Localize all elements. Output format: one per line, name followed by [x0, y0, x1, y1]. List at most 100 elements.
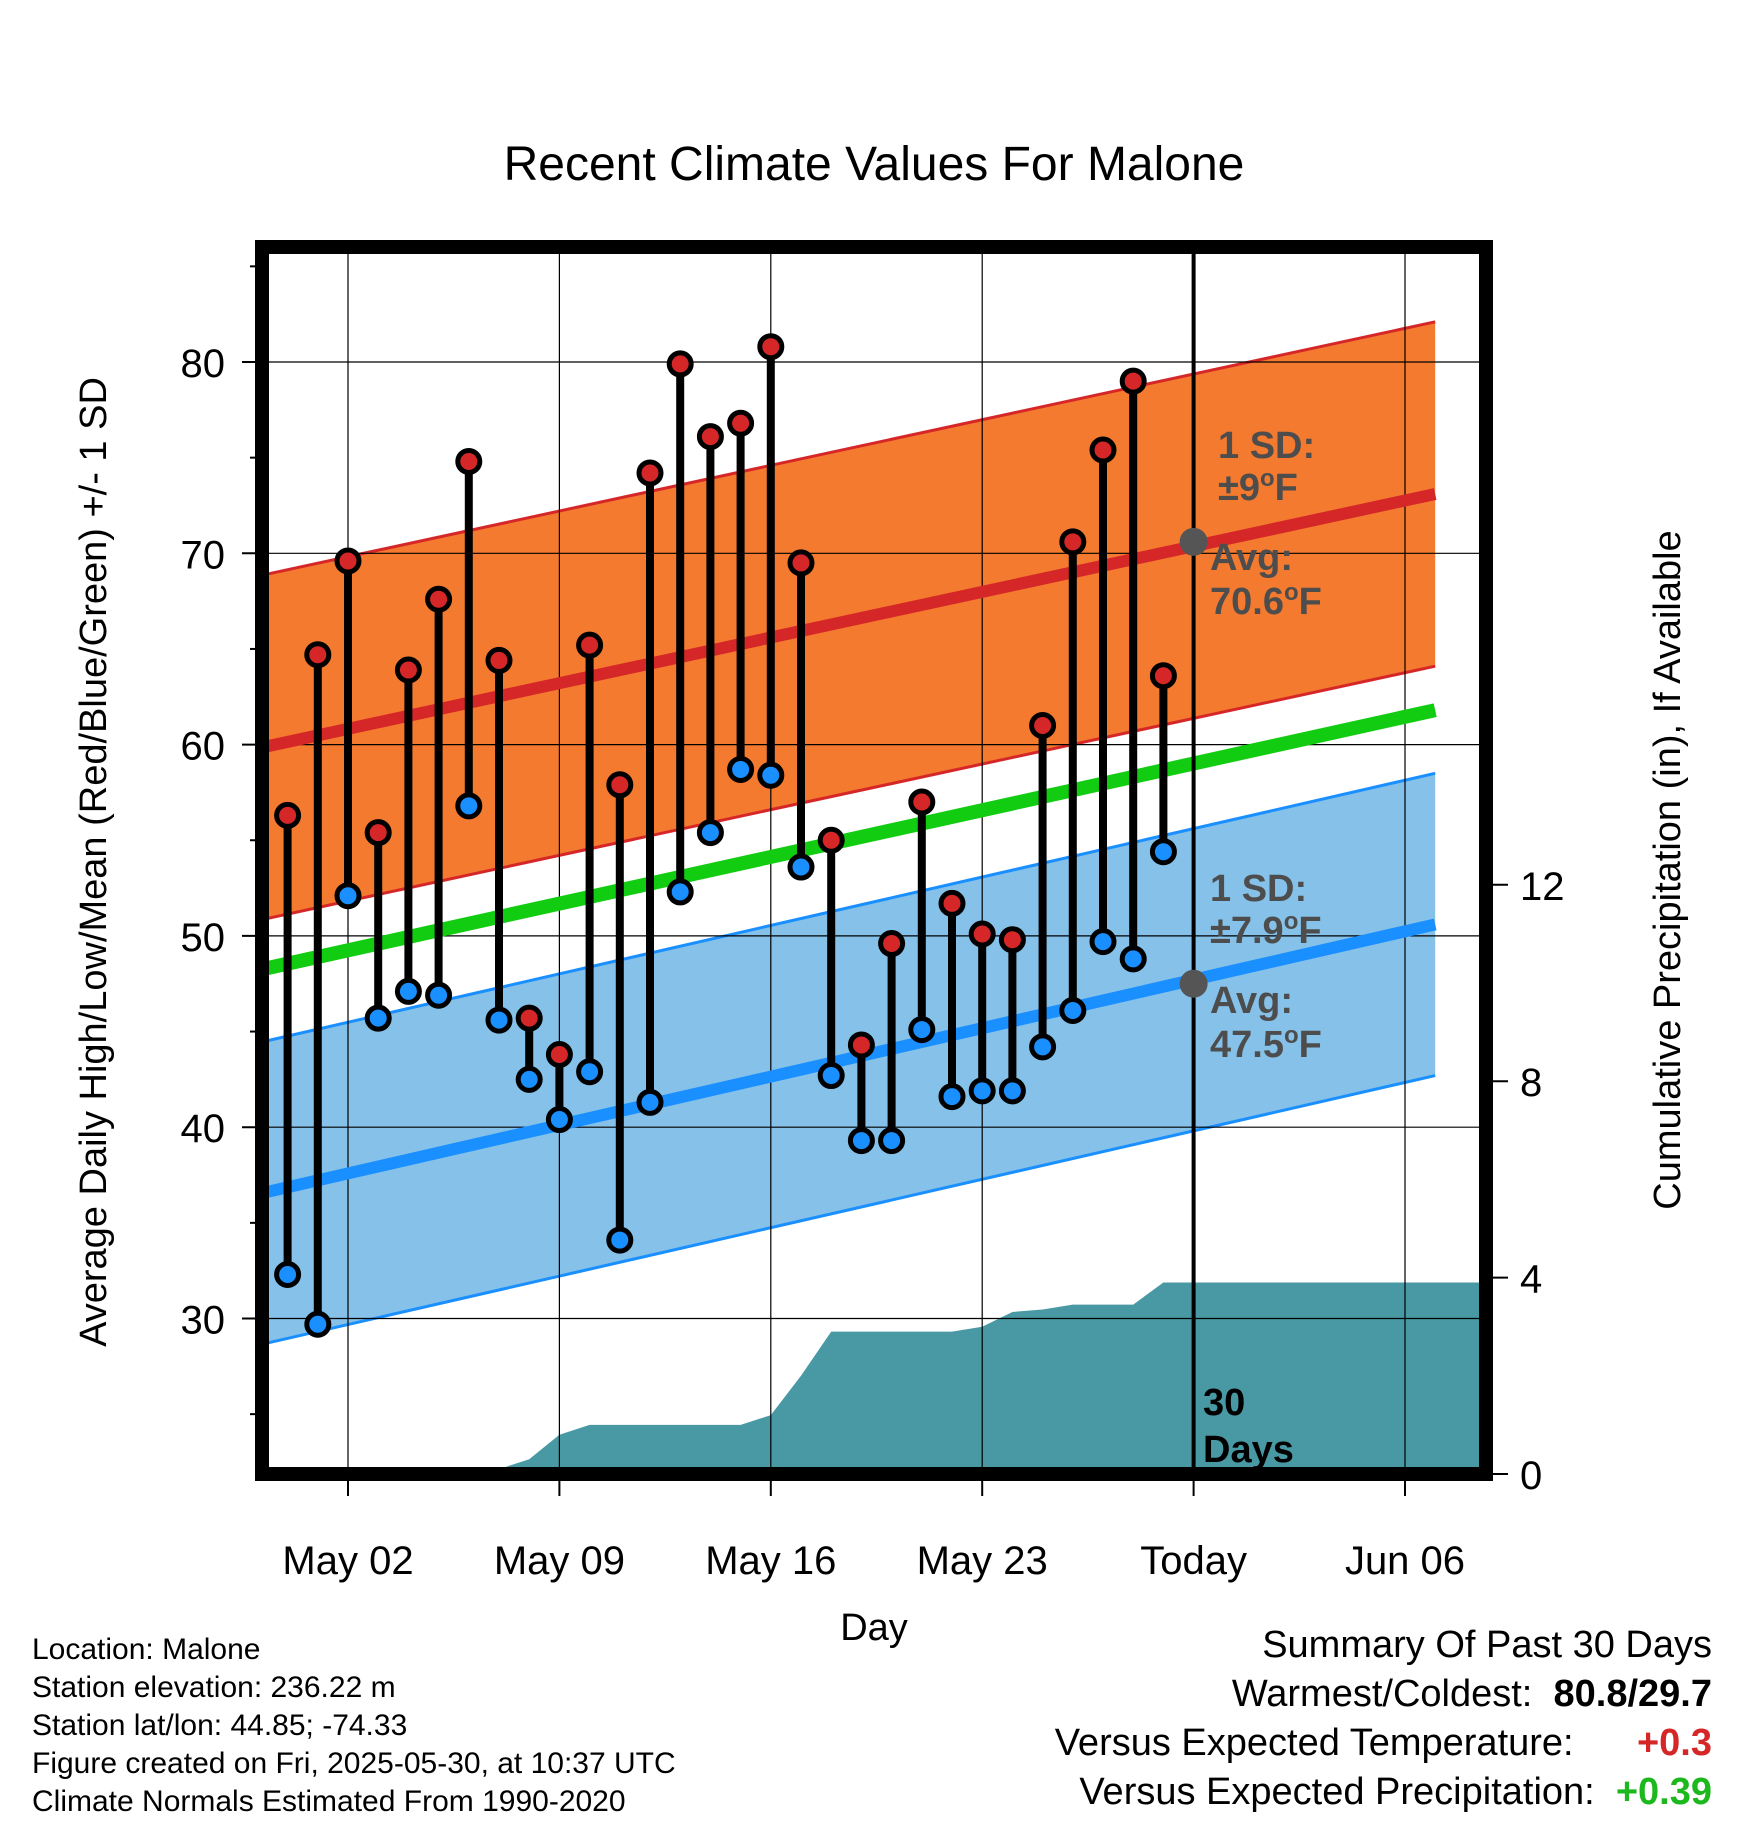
precip-value: +0.39 — [1615, 1771, 1712, 1813]
precip-area — [262, 1282, 1486, 1474]
chart-title: Recent Climate Values For Malone — [504, 138, 1245, 191]
observed-high-point — [817, 826, 845, 854]
observed-high-point — [394, 656, 422, 684]
low-sd-lower-edge — [262, 1074, 1436, 1346]
high-avg-value: 70.6oF — [1210, 579, 1322, 623]
observed-high-point — [1059, 528, 1087, 556]
x-tick-label: Today — [1140, 1539, 1247, 1583]
normal-mean-line — [262, 703, 1437, 977]
low-sd-value: ±7.9oF — [1210, 908, 1322, 952]
observed-low-point — [606, 1226, 634, 1254]
summary-temp: Versus Expected Temperature: +0.3 — [1055, 1719, 1712, 1768]
observed-low-point — [455, 792, 483, 820]
observed-low-point — [364, 1004, 392, 1032]
observed-high-point — [787, 549, 815, 577]
plot-frame — [255, 240, 1493, 1481]
observed-high-point — [274, 801, 302, 829]
warm-cold-label: Warmest/Coldest: — [1231, 1673, 1533, 1715]
y-axis-label: Average Daily High/Low/Mean (Red/Blue/Gr… — [73, 377, 115, 1347]
y2-axis-label: Cumulative Precipitation (in), If Availa… — [1647, 530, 1689, 1209]
observed-high-point — [938, 889, 966, 917]
temp-label: Versus Expected Temperature: — [1054, 1722, 1574, 1764]
x-axis-label: Day — [840, 1607, 908, 1649]
y-tick-label: 80 — [181, 342, 226, 386]
observed-high-point — [485, 646, 513, 674]
observed-low-point — [274, 1261, 302, 1289]
observed-low-point — [787, 853, 815, 881]
y-tick-label: 60 — [181, 725, 226, 769]
observed-high-point — [545, 1041, 573, 1069]
normal-high-line — [262, 488, 1437, 754]
observed-low-point — [515, 1065, 543, 1093]
high-sd-lower-edge — [262, 664, 1436, 922]
observed-high-point — [1089, 436, 1117, 464]
observed-low-point — [1119, 945, 1147, 973]
high-sd-label: 1 SD: — [1218, 425, 1315, 467]
observed-low-point — [304, 1310, 332, 1338]
info-normals: Climate Normals Estimated From 1990-2020 — [32, 1785, 626, 1818]
observed-low-point — [847, 1127, 875, 1155]
summary-panel: Summary Of Past 30 Days Warmest/Coldest:… — [1055, 1621, 1712, 1817]
observed-low-point — [485, 1006, 513, 1034]
plot-inner — [262, 247, 1486, 1474]
y-tick-label: 70 — [181, 533, 226, 577]
observed-high-point — [334, 547, 362, 575]
station-info: Location: Malone Station elevation: 236.… — [32, 1631, 676, 1821]
observed-high-point — [455, 447, 483, 475]
observed-low-point — [938, 1083, 966, 1111]
high-avg-label: Avg: — [1210, 537, 1293, 579]
y2-tick-label: 0 — [1520, 1454, 1542, 1498]
observed-low-point — [817, 1062, 845, 1090]
observed-high-point — [606, 771, 634, 799]
observed-high-point — [364, 819, 392, 847]
observed-high-point — [847, 1031, 875, 1059]
x-tick-label: Jun 06 — [1345, 1539, 1465, 1583]
x-tick-label: May 02 — [282, 1539, 413, 1583]
coldest-value: 29.7 — [1638, 1673, 1712, 1715]
observed-low-point — [394, 977, 422, 1005]
period-days-label: Days — [1203, 1429, 1294, 1471]
observed-high-point — [576, 631, 604, 659]
low-sd-label: 1 SD: — [1210, 868, 1307, 910]
observed-low-point — [425, 981, 453, 1009]
observed-low-point — [576, 1058, 604, 1086]
observed-high-point — [1119, 367, 1147, 395]
observed-low-point — [757, 761, 785, 789]
observed-high-point — [878, 930, 906, 958]
observed-high-point — [757, 333, 785, 361]
y-tick-label: 50 — [181, 916, 226, 960]
today-low-avg-marker — [1179, 969, 1208, 998]
observed-low-point — [1089, 928, 1117, 956]
observed-low-point — [1029, 1033, 1057, 1061]
observed-high-point — [1149, 662, 1177, 690]
y-tick-label: 40 — [181, 1107, 226, 1151]
observed-high-point — [696, 423, 724, 451]
observed-high-point — [425, 585, 453, 613]
info-elevation: Station elevation: 236.22 m — [32, 1671, 396, 1704]
warm-cold-separator: / — [1627, 1673, 1639, 1715]
summary-precip: Versus Expected Precipitation: +0.39 — [1055, 1768, 1712, 1817]
observed-low-point — [968, 1077, 996, 1105]
observed-low-point — [334, 882, 362, 910]
low-sd-upper-edge — [262, 771, 1436, 1044]
info-created: Figure created on Fri, 2025-05-30, at 10… — [32, 1747, 676, 1780]
y-tick-label: 30 — [181, 1299, 226, 1343]
observed-high-point — [727, 409, 755, 437]
info-location: Location: Malone — [32, 1633, 261, 1666]
info-latlon: Station lat/lon: 44.85; -74.33 — [32, 1709, 408, 1742]
high-sd-upper-edge — [262, 320, 1436, 577]
y2-tick-label: 8 — [1520, 1061, 1542, 1105]
observed-low-point — [666, 878, 694, 906]
observed-low-point — [1149, 838, 1177, 866]
y2-tick-label: 4 — [1520, 1258, 1542, 1302]
observed-low-point — [696, 819, 724, 847]
observed-low-point — [636, 1088, 664, 1116]
observed-low-point — [727, 755, 755, 783]
period-number: 30 — [1203, 1382, 1245, 1424]
observed-high-point — [515, 1004, 543, 1032]
observed-low-point — [1059, 997, 1087, 1025]
observed-high-point — [666, 350, 694, 378]
observed-low-point — [878, 1127, 906, 1155]
